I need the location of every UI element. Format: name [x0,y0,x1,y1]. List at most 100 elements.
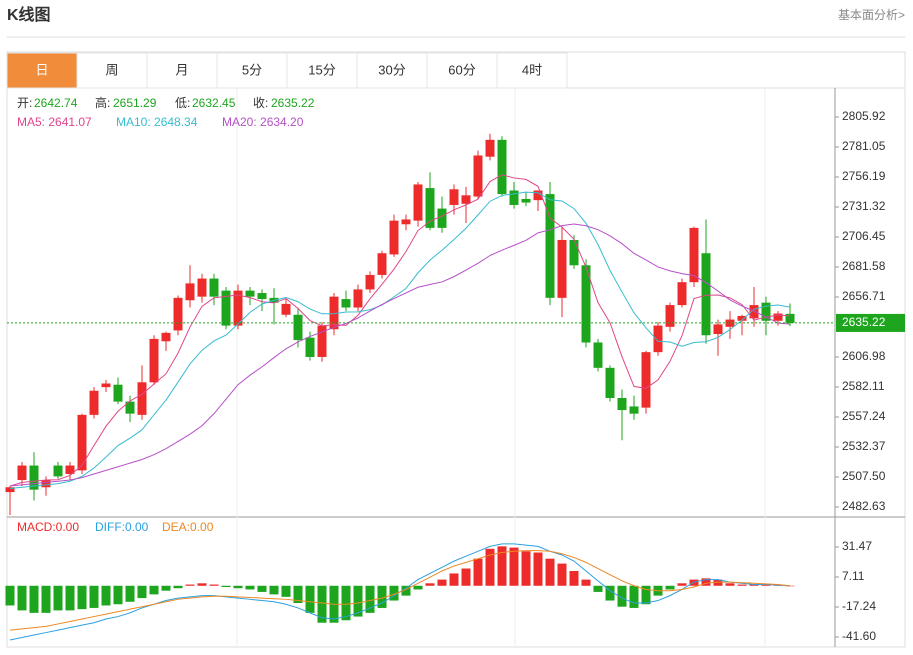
macd-y-tick-label: -17.24 [842,599,876,613]
macd-y-tick-label: 7.11 [842,569,865,583]
candle-body [77,414,87,471]
macd-bar [65,585,75,611]
candle-body [497,139,507,195]
ma-line [9,191,791,489]
ma-legend: MA5: 2641.07 [17,115,92,129]
macd-bar [485,548,495,586]
tab-label[interactable]: 日 [35,62,48,77]
tab-label[interactable]: 5分 [242,62,262,77]
macd-legend: DEA:0.00 [162,520,214,534]
macd-bar [461,568,471,586]
macd-bar [389,585,399,601]
candle-body [89,390,99,415]
macd-y-tick-label: -41.60 [842,629,876,643]
candle-body [617,397,627,411]
candle-body [785,313,795,323]
candle-body [677,282,687,306]
candle-body [233,290,243,326]
macd-bar [557,563,567,586]
macd-bar [197,583,207,586]
candle-body [569,239,579,266]
y-tick-label: 2557.24 [842,409,886,423]
macd-bar [629,585,639,608]
macd-bar [77,585,87,610]
candle-body [5,487,15,493]
candle-body [209,278,219,297]
ma-line [9,223,791,487]
candle-body [377,253,387,275]
candle-body [509,190,519,205]
macd-bar [425,583,435,586]
macd-bar [449,573,459,586]
candle-body [353,289,363,308]
candle-body [725,319,735,327]
tab-label[interactable]: 15分 [308,62,335,77]
candle-body [737,315,747,321]
ma-legend: MA10: 2648.34 [116,115,198,129]
candle-body [17,465,27,481]
y-tick-label: 2781.05 [842,139,886,153]
y-tick-label: 2731.32 [842,199,886,213]
ohlc-label: 开: [17,96,32,110]
candle-body [461,195,471,204]
macd-bar [605,585,615,601]
price-tag [836,313,905,332]
macd-bar [545,558,555,586]
macd-bar [221,585,231,587]
candle-body [293,314,303,341]
tab-label[interactable]: 周 [105,62,118,77]
candle-body [773,313,783,321]
candle-body [701,253,711,336]
macd-bar [533,552,543,586]
candle-body [113,384,123,402]
candle-body [257,293,267,300]
ohlc-label: 低: [175,96,190,110]
macd-bar [725,583,735,586]
candle-body [329,296,339,330]
macd-bar [161,585,171,591]
candle-body [413,184,423,221]
tab[interactable] [286,52,358,89]
y-tick-label: 2507.50 [842,469,886,483]
candle-body [557,239,567,298]
macd-bar [125,585,135,602]
ohlc-value: 2642.74 [34,96,78,110]
tab-label[interactable]: 60分 [448,62,475,77]
y-tick-label: 2756.19 [842,169,886,183]
candle-body [101,383,111,388]
macd-bar [713,579,723,586]
tab-label[interactable]: 月 [175,62,188,77]
tab[interactable] [76,52,148,89]
macd-bar [581,579,591,586]
macd-bar [785,585,795,587]
tab[interactable] [356,52,428,89]
tab[interactable] [496,52,568,89]
tab[interactable] [6,52,78,89]
macd-bar [437,579,447,586]
candle-body [689,227,699,283]
macd-bar [401,585,411,596]
candle-body [245,290,255,297]
candle-body [425,188,435,228]
tab[interactable] [216,52,288,89]
tab-label[interactable]: 4时 [522,62,542,77]
macd-bar [317,585,327,623]
tab-label[interactable]: 30分 [378,62,405,77]
candle-body [581,265,591,343]
macd-bar [113,585,123,605]
analysis-link[interactable]: 基本面分析> [838,8,905,22]
ohlc-label: 高: [95,95,110,110]
candle-body [641,352,651,408]
y-tick-label: 2582.11 [842,379,885,393]
candle-body [53,465,63,477]
macd-bar [53,585,63,611]
macd-bar [617,585,627,607]
tab[interactable] [146,52,218,89]
ohlc-value: 2632.45 [192,96,236,110]
candle-body [41,480,51,488]
macd-bar [269,585,279,595]
candle-body [197,278,207,297]
y-tick-label: 2532.37 [842,439,886,453]
